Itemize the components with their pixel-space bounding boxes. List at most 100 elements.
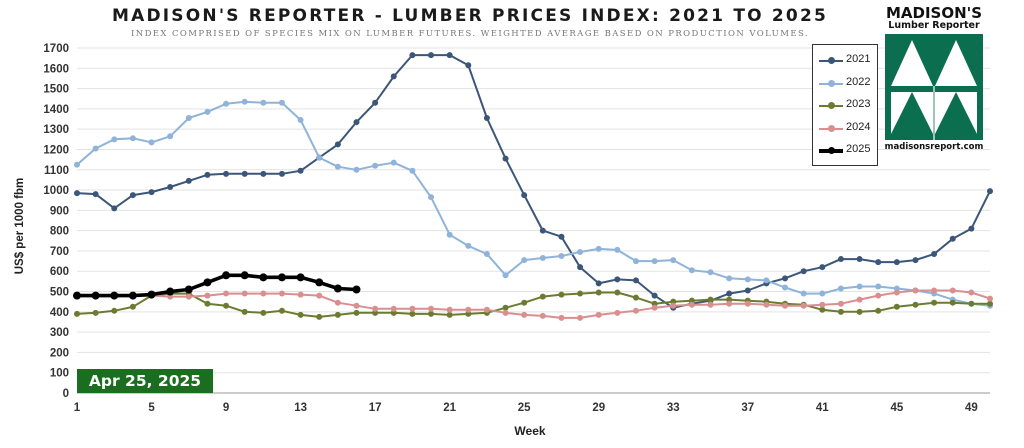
- data-point-2025: [166, 287, 175, 296]
- data-point-2022: [539, 255, 546, 262]
- data-point-2023: [278, 307, 285, 314]
- data-point-2023: [632, 294, 639, 301]
- data-point-2021: [632, 277, 639, 284]
- data-point-2021: [185, 177, 192, 184]
- data-point-2022: [670, 257, 677, 264]
- data-point-2024: [502, 309, 509, 316]
- series-lines: [76, 54, 991, 319]
- x-tick-label: 21: [443, 402, 456, 414]
- data-point-2023: [111, 307, 118, 314]
- series-line-2021: [76, 54, 991, 309]
- data-point-2023: [539, 293, 546, 300]
- data-point-2023: [837, 308, 844, 315]
- data-point-2021: [129, 192, 136, 199]
- data-point-2021: [92, 191, 99, 198]
- data-point-2022: [558, 253, 565, 260]
- data-point-2022: [875, 283, 882, 290]
- series-line-2025: [77, 273, 357, 298]
- data-point-2022: [446, 231, 453, 238]
- data-point-2024: [837, 300, 844, 307]
- data-point-2021: [856, 256, 863, 263]
- data-point-2023: [446, 311, 453, 318]
- legend-item-2025: 2025: [813, 141, 877, 161]
- data-point-2024: [800, 302, 807, 309]
- data-point-2024: [987, 295, 993, 302]
- data-point-2022: [465, 242, 472, 249]
- data-point-2023: [204, 300, 211, 307]
- data-point-2025: [184, 285, 193, 294]
- data-point-2024: [968, 289, 975, 296]
- data-point-2021: [390, 73, 397, 80]
- y-tick-label: 1000: [43, 185, 69, 197]
- data-point-2023: [819, 306, 826, 313]
- data-point-2023: [893, 303, 900, 310]
- series-line-2024: [77, 289, 991, 319]
- data-point-2021: [521, 192, 528, 199]
- data-point-2024: [856, 296, 863, 303]
- data-point-2021: [353, 119, 360, 126]
- data-point-2022: [185, 115, 192, 122]
- data-point-2024: [819, 301, 826, 308]
- data-point-2025: [315, 278, 324, 287]
- data-point-2021: [502, 155, 509, 162]
- data-point-2025: [203, 278, 212, 287]
- data-point-2021: [782, 275, 789, 282]
- x-tick-label: 37: [741, 402, 754, 414]
- data-point-2022: [577, 248, 584, 255]
- y-tick-label: 200: [50, 347, 69, 359]
- data-point-2021: [409, 52, 416, 59]
- y-tick-label: 1400: [43, 104, 69, 116]
- data-point-2024: [558, 314, 565, 321]
- legend-label: 2023: [846, 98, 871, 110]
- data-point-2021: [372, 99, 379, 106]
- data-point-2024: [595, 311, 602, 318]
- data-point-2024: [931, 287, 938, 294]
- data-point-2024: [763, 301, 770, 308]
- y-axis-ticks: 0 100 200 300 400 500 600 700 800 900 1000 1100 1200…: [43, 43, 69, 400]
- x-tick-label: 49: [965, 402, 978, 414]
- data-point-2021: [837, 256, 844, 263]
- data-point-2021: [912, 257, 919, 264]
- legend-label: 2021: [846, 53, 871, 65]
- data-point-2021: [223, 170, 230, 177]
- data-point-2021: [931, 250, 938, 257]
- data-point-2021: [260, 170, 267, 177]
- data-point-2021: [800, 268, 807, 275]
- data-point-2022: [148, 139, 155, 146]
- data-point-2023: [502, 304, 509, 311]
- data-point-2023: [316, 313, 323, 320]
- data-point-2021: [744, 287, 751, 294]
- data-point-2024: [260, 290, 267, 297]
- chart-title: MADISON'S REPORTER - LUMBER PRICES INDEX…: [112, 6, 828, 26]
- data-point-2025: [222, 271, 231, 280]
- x-tick-label: 33: [667, 402, 680, 414]
- data-point-2021: [949, 235, 956, 242]
- legend-label: 2024: [846, 120, 871, 133]
- y-tick-label: 500: [50, 287, 69, 299]
- y-tick-label: 400: [50, 307, 69, 319]
- data-point-2024: [241, 290, 248, 297]
- legend-marker: [828, 102, 835, 109]
- y-tick-label: 1300: [43, 124, 69, 136]
- data-point-2025: [128, 291, 137, 300]
- legend-marker: [828, 57, 835, 64]
- data-point-2024: [465, 306, 472, 313]
- data-point-2024: [539, 312, 546, 319]
- series-line-2023: [76, 291, 990, 318]
- data-point-2024: [577, 314, 584, 321]
- y-tick-label: 700: [50, 246, 69, 258]
- legend-item-2022: 2022: [813, 74, 877, 94]
- data-point-2021: [428, 52, 435, 59]
- data-point-2022: [278, 99, 285, 106]
- data-point-2025: [91, 291, 100, 300]
- data-point-2023: [577, 290, 584, 297]
- madisons-logo[interactable]: MADISON'S Lumber Reporter madisonsreport…: [876, 4, 992, 154]
- data-point-2022: [837, 285, 844, 292]
- data-point-2021: [875, 259, 882, 266]
- data-point-2023: [912, 301, 919, 308]
- data-point-2024: [372, 305, 379, 312]
- data-point-2024: [185, 293, 192, 300]
- legend-label: 2022: [846, 75, 871, 88]
- y-tick-label: 600: [50, 266, 69, 278]
- x-axis-label: Week: [514, 424, 546, 438]
